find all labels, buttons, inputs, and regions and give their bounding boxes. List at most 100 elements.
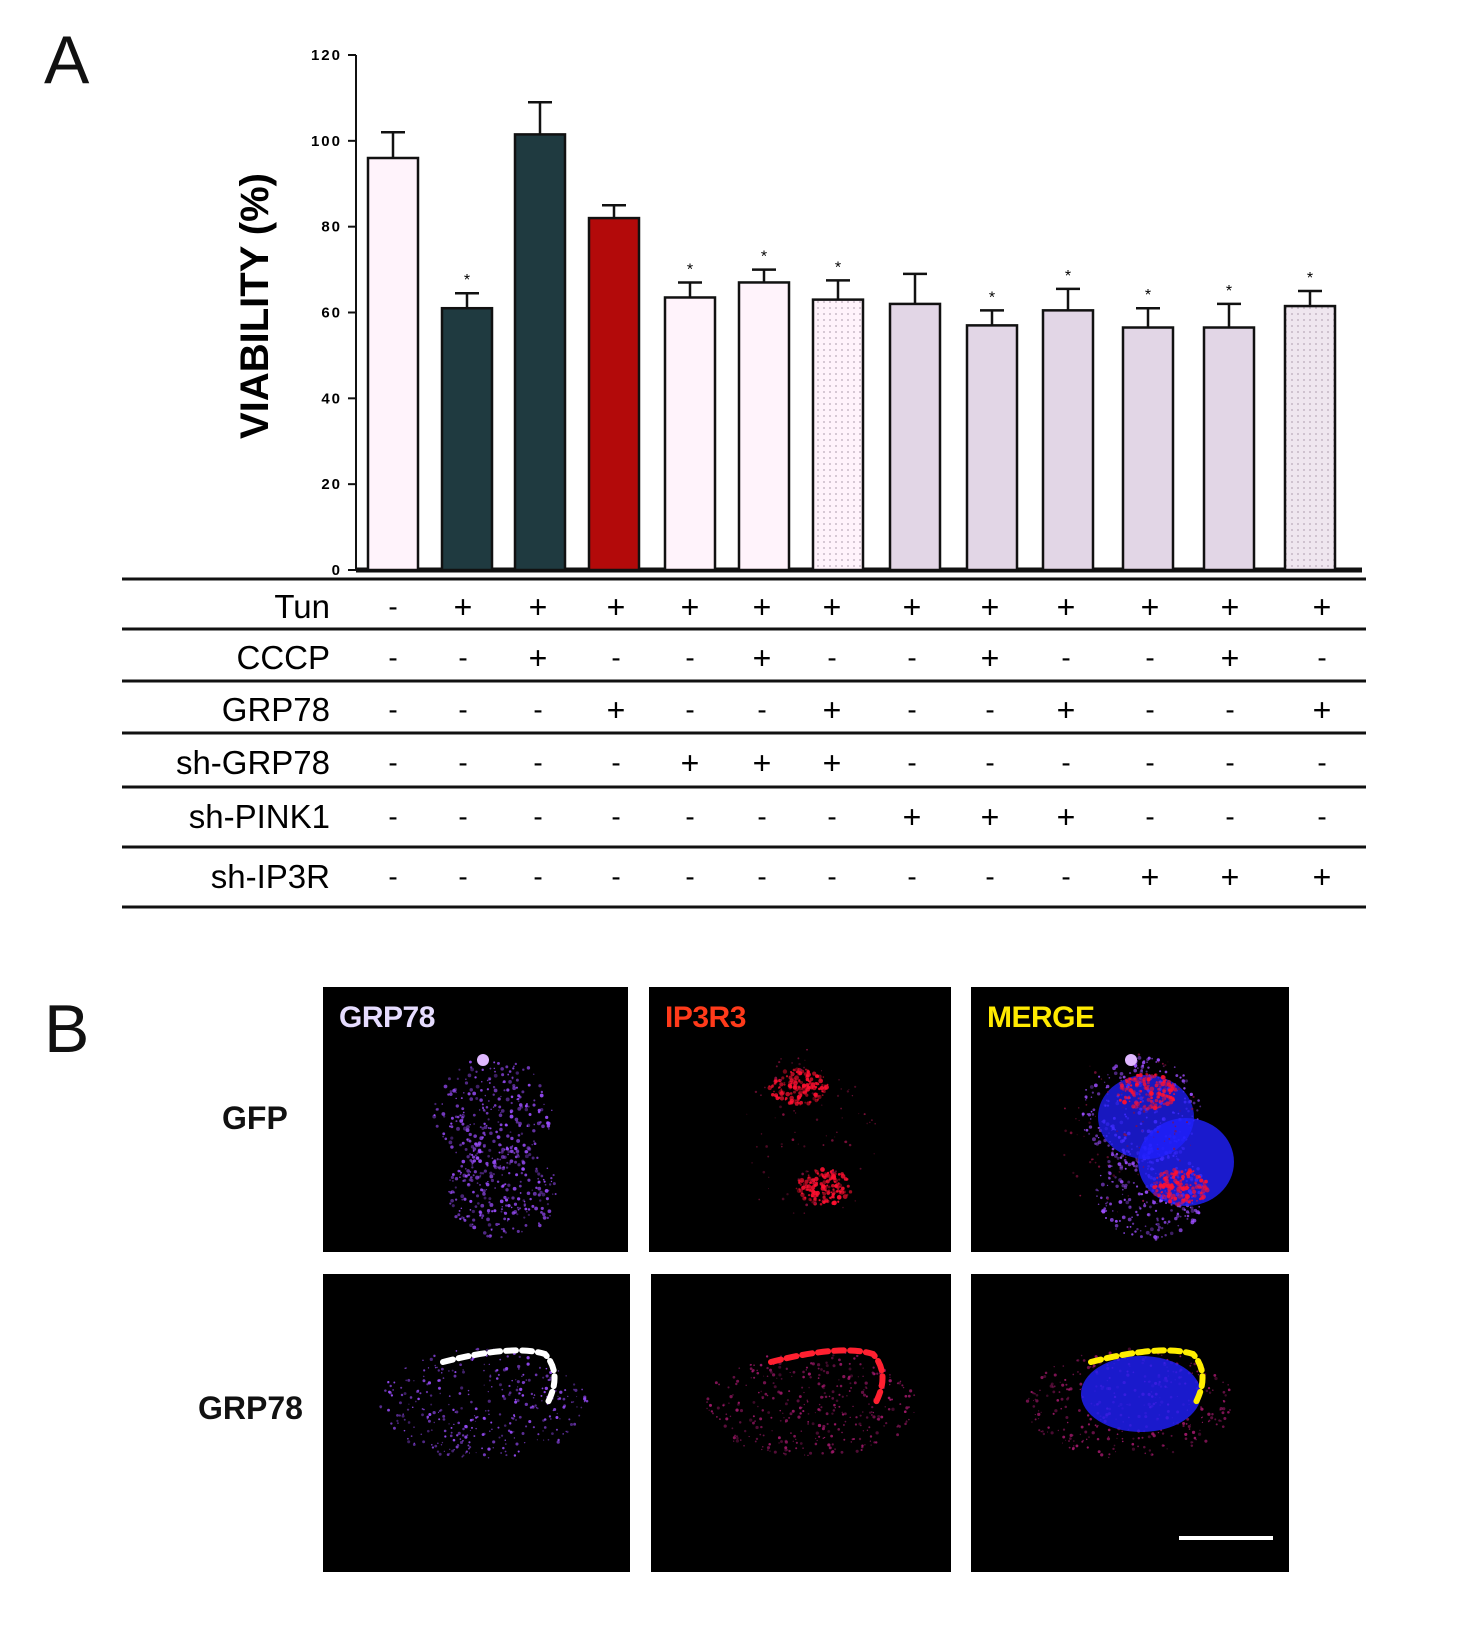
stain-dot [530,1392,534,1396]
stain-dot [858,1113,860,1115]
stain-dot [1117,1162,1122,1166]
stain-dot [773,1082,776,1085]
stain-dot [796,1399,800,1403]
stain-dot [531,1189,533,1191]
stain-dot [1146,1081,1150,1085]
condition-value: - [388,747,397,778]
stain-dot [1157,1095,1161,1099]
stain-dot [507,1150,511,1154]
stain-dot [396,1413,399,1417]
stain-dot [1107,1176,1111,1179]
stain-dot [468,1452,471,1454]
stain-dot [516,1380,520,1384]
stain-dot [729,1415,732,1418]
stain-dot [813,1182,816,1185]
stain-dot [1178,1159,1181,1162]
stain-dot [502,1080,506,1084]
stain-dot [1133,1063,1138,1068]
stain-dot [1215,1423,1218,1426]
stain-dot [542,1430,544,1432]
stain-dot [514,1117,519,1122]
stain-dot [1154,1083,1159,1088]
stain-dot [482,1107,484,1109]
stain-dot [1177,1184,1183,1189]
stain-dot [1197,1185,1202,1190]
stain-dot [839,1384,843,1388]
stain-dot [552,1409,555,1412]
stain-dot [451,1449,455,1453]
stain-dot [462,1370,465,1374]
stain-dot [517,1100,520,1102]
stain-dot [748,1435,750,1438]
stain-dot [549,1214,551,1217]
stain-dot [481,1447,483,1450]
stain-dot [825,1370,830,1375]
stain-dot [517,1364,521,1369]
stain-dot [822,1369,826,1373]
micrograph-title: GRP78 [339,1001,435,1034]
stain-dot [546,1167,549,1170]
stain-dot [1050,1431,1054,1435]
stain-dot [888,1373,891,1376]
stain-dot [817,1082,820,1086]
stain-dot [460,1194,465,1199]
stain-dot [1137,1080,1141,1084]
stain-dot [843,1438,846,1441]
stain-dot [1190,1218,1195,1222]
stain-dot [1054,1409,1058,1413]
stain-dot [848,1375,851,1379]
stain-dot [762,1381,767,1385]
stain-dot [450,1125,454,1129]
stain-dot [1120,1180,1124,1184]
condition-value: - [388,642,397,673]
stain-dot [1156,1217,1159,1220]
significance-marker: * [1226,283,1232,300]
stain-dot [1197,1373,1200,1376]
stain-dot [1142,1110,1146,1113]
stain-dot [1112,1447,1115,1451]
stain-dot [1153,1191,1158,1197]
condition-value: - [985,694,994,725]
stain-dot [529,1197,532,1201]
stain-dot [505,1204,508,1207]
stain-dot [469,1097,474,1101]
stain-dot [1150,1453,1154,1457]
stain-dot [487,1223,492,1227]
stain-dot [511,1379,513,1382]
stain-dot [838,1192,842,1195]
stain-dot [840,1107,843,1110]
stain-dot [791,1375,793,1378]
stain-dot [1079,1382,1083,1386]
stain-dot [804,1179,809,1184]
stain-dot [537,1110,541,1114]
stain-dot [1161,1444,1165,1447]
stain-dot [1112,1174,1116,1178]
stain-dot [489,1171,493,1175]
stain-dot [817,1408,821,1411]
stain-dot [802,1182,807,1187]
stain-dot [1154,1103,1158,1107]
stain-dot [803,1072,808,1076]
stain-dot [846,1193,849,1196]
stain-dot [836,1131,838,1134]
stain-dot [782,1452,785,1455]
stain-dot [896,1433,900,1437]
stain-dot [838,1393,841,1396]
stain-dot [1132,1106,1135,1109]
stain-dot [781,1197,785,1201]
stain-dot [455,1120,458,1123]
stain-dot [783,1081,786,1084]
stain-dot [913,1394,916,1397]
stain-dot [842,1190,847,1194]
stain-dot [1129,1084,1133,1087]
stain-dot [743,1429,747,1433]
stain-dot [505,1166,509,1169]
stain-dot [511,1077,514,1080]
stain-dot [749,1418,753,1422]
stain-dot [820,1070,823,1072]
y-tick-label: 120 [311,47,342,64]
stain-dot [798,1187,801,1191]
stain-dot [524,1104,528,1108]
stain-dot [1106,1164,1109,1167]
stain-dot [883,1424,886,1427]
